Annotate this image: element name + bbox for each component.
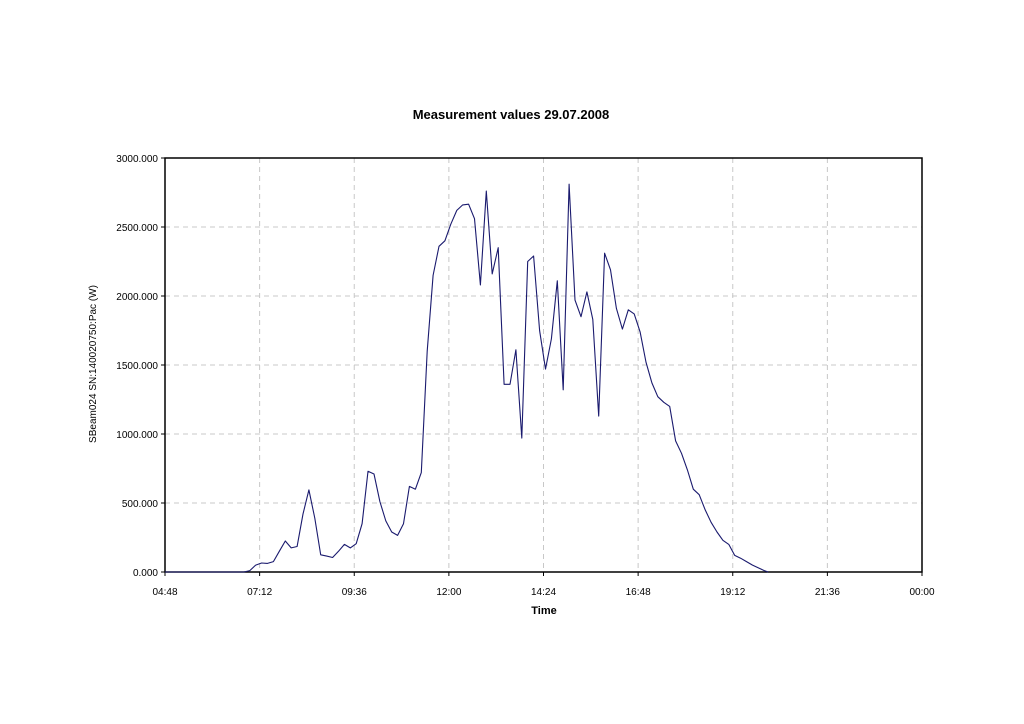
y-tick-label: 0.000 [133,568,158,579]
series-layer [165,183,769,573]
y-tick-label: 1500.000 [116,361,158,372]
axis-ticks: 0.000 500.000 1000.000 1500.000 2000.000 2500… [116,154,935,598]
grid [165,158,922,572]
x-tick-label: 00:00 [909,587,934,598]
chart-title: Measurement values 29.07.2008 [413,107,610,122]
x-tick-label: 21:36 [815,587,840,598]
y-tick-label: 3000.000 [116,154,158,165]
y-tick-label: 2500.000 [116,223,158,234]
x-tick-label: 07:12 [247,587,272,598]
y-tick-label: 500.000 [122,499,159,510]
x-tick-label: 19:12 [720,587,745,598]
y-axis-title: SBeam024 SN:140020750:Pac (W) [88,285,99,443]
x-axis-title: Time [531,605,556,617]
series-line [165,183,769,573]
x-tick-label: 16:48 [626,587,651,598]
x-tick-label: 09:36 [342,587,367,598]
x-tick-label: 12:00 [436,587,461,598]
x-tick-label: 14:24 [531,587,556,598]
y-tick-label: 2000.000 [116,292,158,303]
y-tick-label: 1000.000 [116,430,158,441]
x-tick-label: 04:48 [152,587,177,598]
